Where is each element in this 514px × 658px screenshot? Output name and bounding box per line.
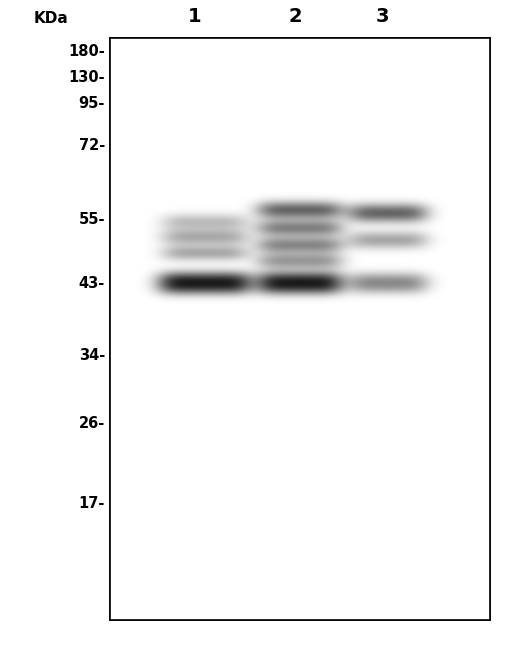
Text: 180-: 180-: [68, 45, 105, 59]
Text: 72-: 72-: [79, 138, 105, 153]
Text: KDa: KDa: [34, 11, 69, 26]
Bar: [110, 38, 490, 620]
Text: 3: 3: [375, 7, 389, 26]
Text: 55-: 55-: [79, 213, 105, 228]
Text: 43-: 43-: [79, 276, 105, 290]
Text: 17-: 17-: [79, 497, 105, 511]
Text: 95-: 95-: [79, 97, 105, 111]
Text: 2: 2: [288, 7, 302, 26]
Text: 34-: 34-: [79, 349, 105, 363]
Text: 1: 1: [188, 7, 202, 26]
Text: 130-: 130-: [68, 70, 105, 86]
Text: 26-: 26-: [79, 417, 105, 432]
